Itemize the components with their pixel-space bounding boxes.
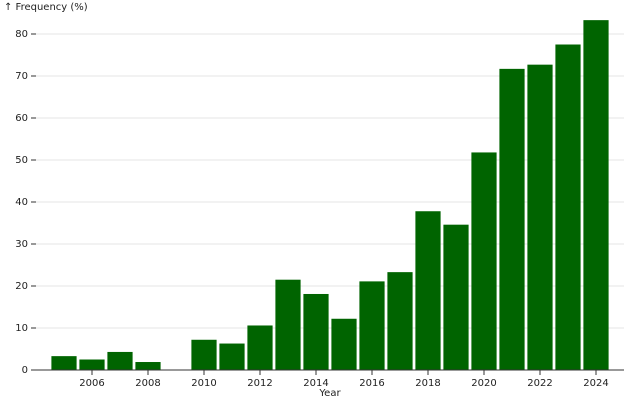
y-tick-label: 70 [15, 71, 28, 82]
y-tick-label: 80 [15, 29, 28, 40]
x-tick-label: 2022 [527, 378, 552, 389]
y-tick-label: 60 [15, 113, 28, 124]
x-tick-label: 2012 [247, 378, 272, 389]
bar [471, 152, 497, 370]
x-tick-label: 2020 [471, 378, 496, 389]
bar [499, 68, 525, 371]
y-tick-label: 10 [15, 323, 28, 334]
bar [51, 356, 77, 370]
bar [107, 351, 133, 370]
bar [191, 339, 217, 370]
bar [303, 293, 329, 370]
x-tick-label: 2010 [191, 378, 216, 389]
x-tick-label: 2024 [583, 378, 608, 389]
bar [443, 224, 469, 370]
y-tick-label: 40 [15, 197, 28, 208]
y-tick-label: 50 [15, 155, 28, 166]
bar [79, 359, 105, 370]
x-tick-label: 2008 [135, 378, 160, 389]
bar [275, 279, 301, 370]
bar [387, 272, 413, 370]
y-tick-label: 30 [15, 239, 28, 250]
bar [331, 318, 357, 370]
x-axis-label: Year [318, 388, 341, 399]
bar [219, 343, 245, 370]
x-tick-label: 2006 [79, 378, 104, 389]
bar [359, 281, 385, 370]
x-tick-label: 2016 [359, 378, 384, 389]
bar [583, 20, 609, 370]
y-tick-label: 20 [15, 281, 28, 292]
x-tick-label: 2018 [415, 378, 440, 389]
bar [247, 325, 273, 370]
bar [135, 362, 161, 370]
y-tick-label: 0 [22, 365, 28, 376]
bar [415, 211, 441, 370]
x-tick-label: 2014 [303, 378, 328, 389]
y-axis-label: ↑ Frequency (%) [4, 2, 88, 13]
bar [527, 64, 553, 370]
bar [555, 44, 581, 370]
